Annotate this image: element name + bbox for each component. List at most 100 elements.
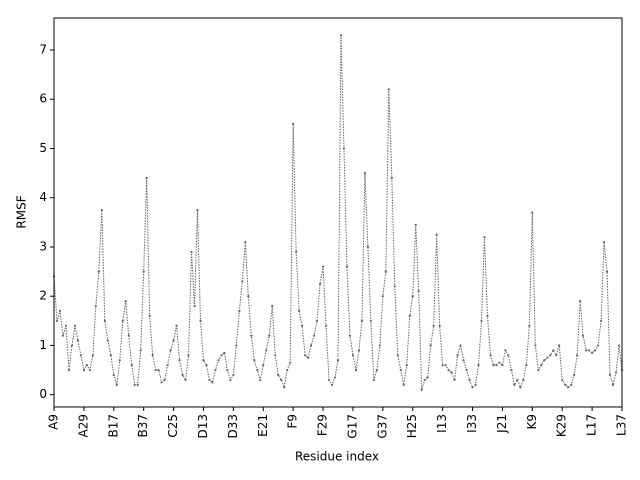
point (543, 359, 546, 362)
point (85, 364, 88, 367)
point (513, 383, 516, 386)
point (202, 359, 205, 362)
point (82, 368, 85, 372)
point (507, 354, 510, 357)
point (435, 233, 438, 236)
y-tick-label: 2 (39, 289, 47, 303)
point (608, 373, 612, 377)
point (256, 368, 259, 372)
point (223, 351, 226, 354)
point (605, 270, 609, 273)
x-tick-label: F9 (286, 414, 300, 429)
point (142, 270, 145, 273)
point (160, 381, 163, 384)
point (199, 319, 202, 322)
point (268, 334, 271, 337)
y-axis-label: RMSF (15, 195, 29, 228)
y-tick-label: 5 (39, 141, 47, 155)
point (510, 368, 513, 372)
point (307, 356, 310, 359)
plot-frame (53, 17, 623, 408)
point (519, 386, 522, 389)
point (420, 388, 423, 391)
point (181, 373, 184, 377)
point (133, 383, 136, 386)
point (429, 344, 432, 347)
x-tick-label: G37 (375, 414, 389, 439)
point (405, 364, 408, 367)
point (286, 368, 289, 372)
point (324, 324, 328, 327)
point (106, 339, 109, 342)
point (411, 295, 414, 298)
x-tick-label: A9 (47, 414, 61, 430)
point (423, 378, 426, 382)
point (537, 368, 540, 372)
point (441, 364, 444, 367)
point (333, 376, 337, 379)
point (489, 354, 492, 357)
point (611, 383, 615, 386)
x-axis-label: Residue index (295, 450, 379, 464)
x-tick-label: B37 (136, 414, 150, 438)
point (468, 378, 471, 382)
y-tick-label: 3 (39, 239, 47, 253)
point (588, 349, 591, 352)
point (525, 364, 528, 367)
point (555, 354, 558, 357)
point (220, 354, 223, 357)
point (298, 309, 301, 313)
point (549, 354, 552, 357)
point (552, 349, 555, 352)
point (124, 300, 127, 303)
y-tick-label: 1 (39, 338, 47, 352)
point (390, 176, 393, 180)
point (378, 344, 381, 347)
x-tick-label: I13 (435, 414, 449, 433)
point (148, 314, 151, 318)
point (321, 265, 325, 268)
point (432, 324, 435, 327)
point (426, 376, 429, 379)
point (596, 344, 600, 347)
point (375, 368, 378, 372)
point (88, 368, 91, 372)
point (55, 319, 59, 322)
point (295, 250, 298, 253)
point (546, 356, 549, 359)
point (115, 383, 118, 386)
point (73, 324, 77, 327)
x-tick-label: L37 (615, 414, 629, 436)
point (309, 344, 313, 347)
point (408, 314, 411, 318)
point (393, 285, 396, 288)
point (250, 334, 253, 337)
point (94, 304, 97, 308)
point (447, 368, 450, 372)
point (193, 304, 196, 308)
point (372, 378, 375, 382)
point (402, 383, 405, 386)
point (474, 383, 477, 386)
x-tick-label: J21 (495, 414, 509, 434)
point (169, 349, 172, 352)
point (244, 240, 247, 244)
x-tick-label: L17 (585, 414, 599, 436)
y-tick-label: 4 (39, 190, 47, 204)
point (103, 319, 106, 322)
point (157, 368, 160, 372)
point (396, 354, 399, 357)
point (495, 364, 498, 367)
point (450, 371, 453, 374)
point (567, 386, 570, 389)
point (187, 354, 190, 357)
point (136, 383, 139, 386)
point (354, 368, 358, 372)
point (64, 324, 68, 327)
point (327, 378, 331, 382)
point (238, 309, 241, 313)
point (483, 236, 486, 239)
point (163, 378, 166, 382)
point (471, 386, 474, 389)
